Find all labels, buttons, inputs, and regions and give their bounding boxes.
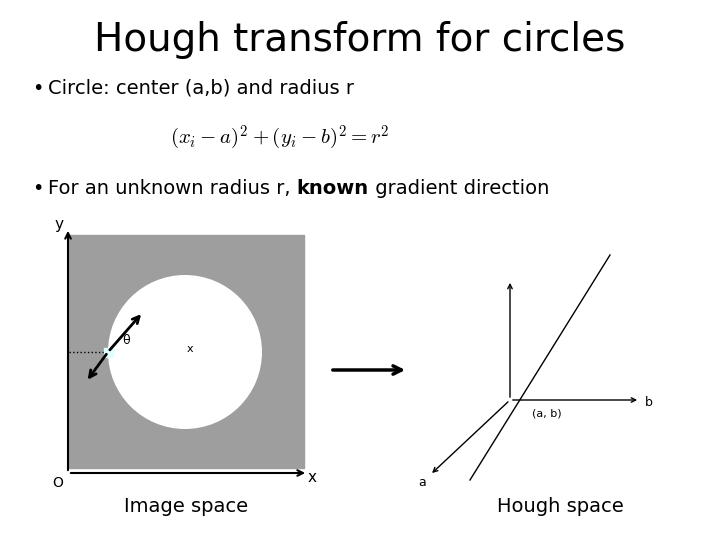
Text: known: known <box>297 179 369 198</box>
Text: a: a <box>418 476 426 489</box>
Text: b: b <box>645 395 653 408</box>
Text: Image space: Image space <box>125 497 248 516</box>
Text: x: x <box>307 469 317 484</box>
Text: •: • <box>32 78 43 98</box>
Bar <box>69 235 304 468</box>
Text: For an unknown radius r,: For an unknown radius r, <box>48 179 297 198</box>
Text: x: x <box>186 344 193 354</box>
Text: Hough transform for circles: Hough transform for circles <box>94 21 626 59</box>
Bar <box>104 348 113 357</box>
Text: O: O <box>53 476 63 490</box>
Text: Circle: center (a,b) and radius r: Circle: center (a,b) and radius r <box>48 78 354 98</box>
Text: $(x_i - a)^2 + (y_i - b)^2 = r^2$: $(x_i - a)^2 + (y_i - b)^2 = r^2$ <box>170 124 390 152</box>
Text: (a, b): (a, b) <box>532 409 562 419</box>
Text: •: • <box>32 179 43 198</box>
Text: θ: θ <box>122 334 130 347</box>
Text: y: y <box>55 218 63 233</box>
Text: Hough space: Hough space <box>497 497 624 516</box>
Circle shape <box>108 275 262 429</box>
Text: gradient direction: gradient direction <box>369 179 549 198</box>
